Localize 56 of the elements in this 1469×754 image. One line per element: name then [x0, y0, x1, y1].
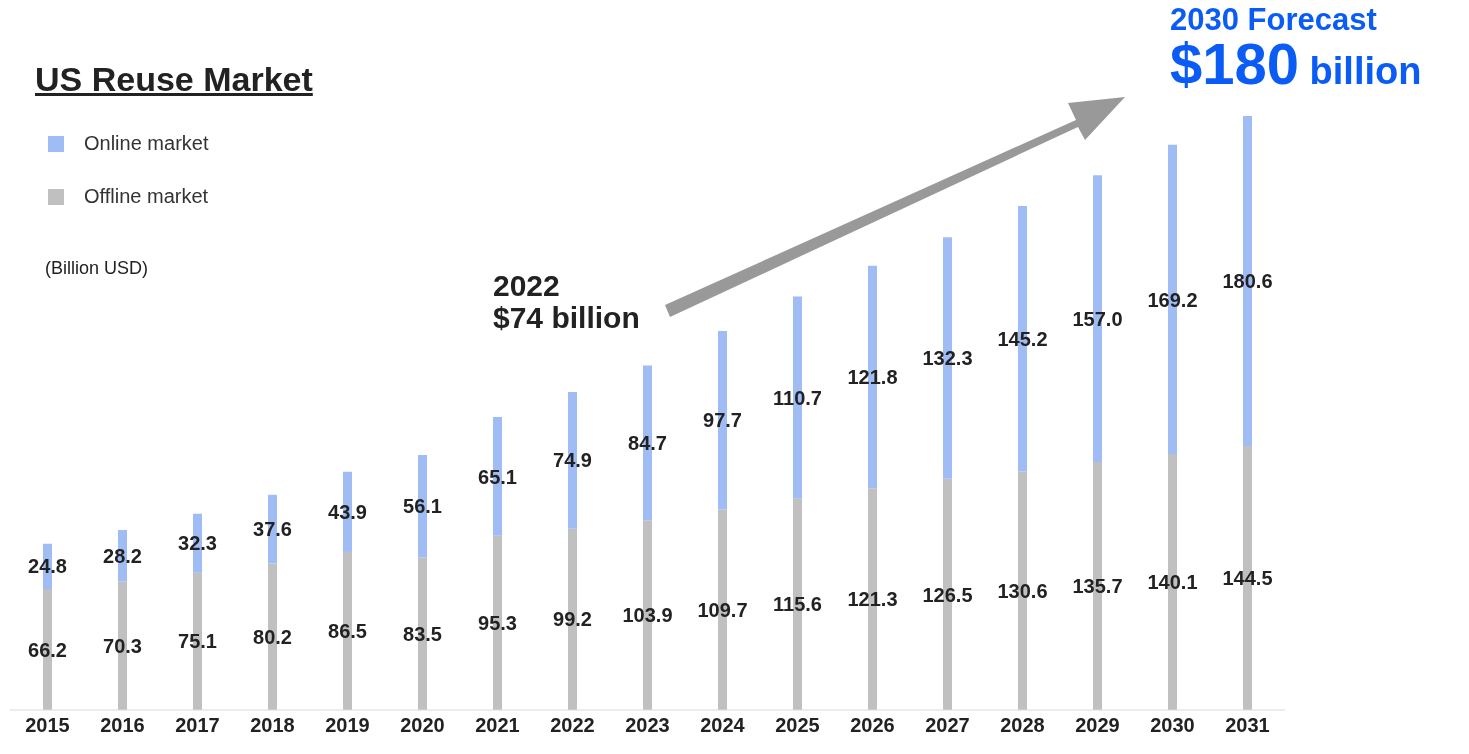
data-label: 24.8	[28, 555, 67, 578]
data-label: 75.1	[178, 630, 217, 653]
data-label: 115.6	[773, 593, 822, 616]
data-label: 103.9	[622, 604, 673, 627]
x-tick-label: 2021	[475, 714, 520, 737]
data-label: 66.2	[28, 638, 67, 661]
x-tick-label: 2025	[775, 714, 820, 737]
data-label: 99.2	[553, 608, 592, 631]
data-label: 110.7	[773, 386, 822, 409]
data-label: 65.1	[478, 465, 517, 488]
x-tick-label: 2030	[1150, 714, 1195, 737]
x-tick-label: 2016	[100, 714, 145, 737]
chart-title: US Reuse Market	[35, 60, 313, 99]
x-tick-label: 2026	[850, 714, 895, 737]
data-label: 74.9	[553, 449, 592, 472]
data-label: 32.3	[178, 532, 217, 555]
x-tick-label: 2015	[25, 714, 70, 737]
data-label: 70.3	[103, 634, 142, 657]
data-label: 84.7	[628, 431, 667, 454]
data-label: 80.2	[253, 625, 292, 648]
x-tick-label: 2029	[1075, 714, 1120, 737]
data-label: 97.7	[703, 409, 742, 432]
legend-label: Offline market	[84, 185, 209, 208]
data-label: 28.2	[103, 544, 142, 567]
x-tick-label: 2019	[325, 714, 370, 737]
data-label: 140.1	[1147, 571, 1198, 594]
x-tick-label: 2017	[175, 714, 220, 737]
data-label: 121.3	[847, 588, 898, 611]
data-label: 109.7	[697, 598, 748, 621]
data-label: 145.2	[997, 327, 1048, 350]
data-label: 130.6	[997, 579, 1048, 602]
annotation: 2022 $74 billion	[493, 269, 640, 334]
x-tick-label: 2023	[625, 714, 670, 737]
data-label: 37.6	[253, 518, 292, 541]
x-tick-label: 2031	[1225, 714, 1270, 737]
data-label: 157.0	[1072, 307, 1123, 330]
data-label: 169.2	[1147, 288, 1198, 311]
x-tick-label: 2024	[700, 714, 746, 737]
data-label: 144.5	[1222, 567, 1273, 590]
data-label: 135.7	[1072, 575, 1123, 598]
x-tick-label: 2022	[550, 714, 595, 737]
annotation: (Billion USD)	[45, 258, 149, 279]
data-label: 43.9	[328, 500, 367, 523]
x-tick-label: 2027	[925, 714, 970, 737]
data-label: 86.5	[328, 620, 367, 643]
data-label: 56.1	[403, 495, 442, 518]
x-tick-label: 2018	[250, 714, 295, 737]
x-tick-label: 2028	[1000, 714, 1045, 737]
data-label: 83.5	[403, 622, 442, 645]
x-tick-label: 2020	[400, 714, 445, 737]
data-label: 132.3	[922, 347, 973, 370]
data-label: 95.3	[478, 612, 517, 635]
legend-label: Online market	[84, 132, 209, 155]
data-label: 180.6	[1222, 270, 1273, 293]
data-label: 121.8	[847, 366, 898, 389]
data-label: 126.5	[922, 583, 973, 606]
